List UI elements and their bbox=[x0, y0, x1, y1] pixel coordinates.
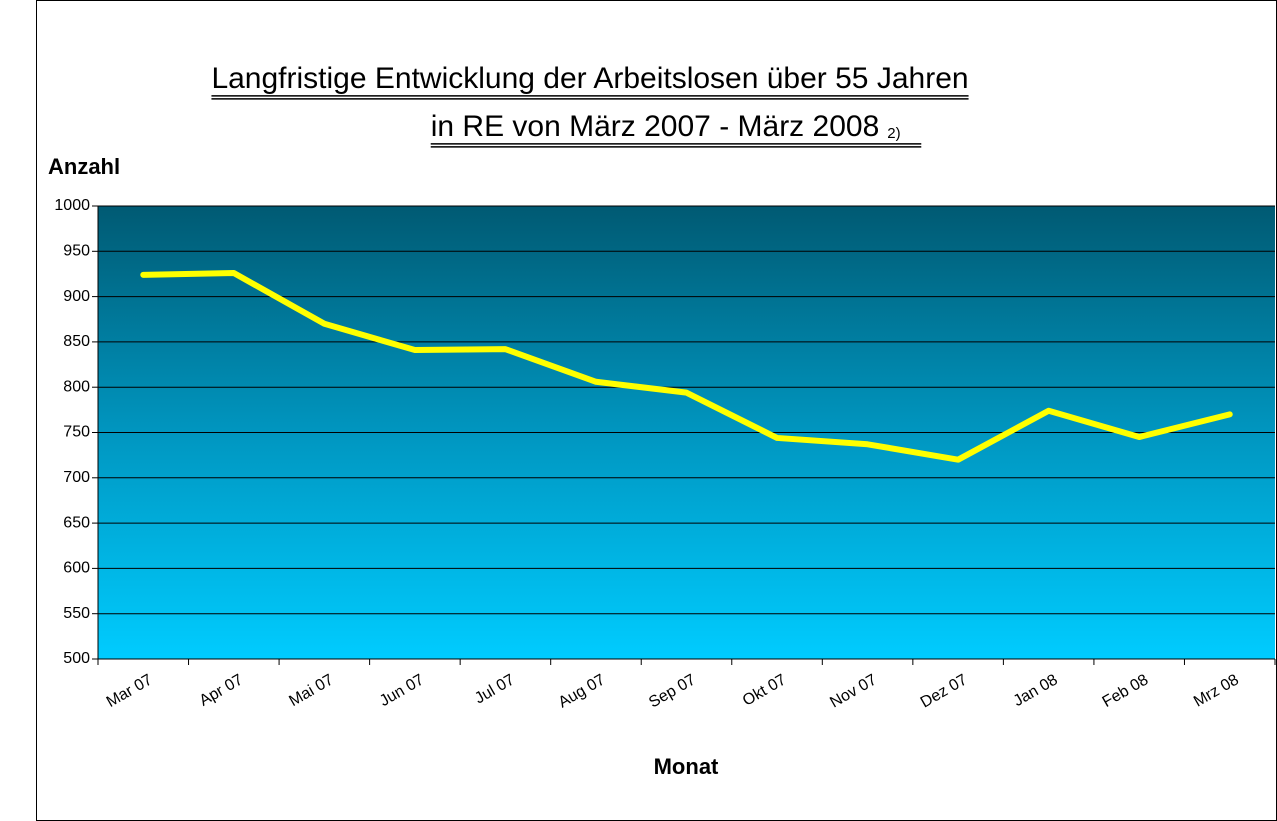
y-tick-label: 700 bbox=[63, 469, 90, 486]
title-note: 2) bbox=[887, 125, 900, 142]
line bbox=[140, 270, 1233, 463]
y-tick-label: 650 bbox=[63, 514, 90, 531]
y-tick-label: 550 bbox=[63, 605, 90, 622]
y-tick-label: 950 bbox=[63, 243, 90, 260]
y-tick-label: 1000 bbox=[54, 197, 90, 214]
y-tick-label: 900 bbox=[63, 288, 90, 305]
chart-title: Langfristige Entwicklung der Arbeitslose… bbox=[211, 62, 968, 95]
y-tick-label: 600 bbox=[63, 560, 90, 577]
x-axis-title: Monat bbox=[654, 754, 719, 779]
y-tick-label: 850 bbox=[63, 333, 90, 350]
y-tick-label: 800 bbox=[63, 378, 90, 395]
y-tick-label: 500 bbox=[63, 650, 90, 667]
y-axis-title: Anzahl bbox=[48, 154, 120, 179]
y-tick-label: 750 bbox=[63, 424, 90, 441]
chart-title: in RE von März 2007 - März 2008 bbox=[431, 110, 880, 143]
